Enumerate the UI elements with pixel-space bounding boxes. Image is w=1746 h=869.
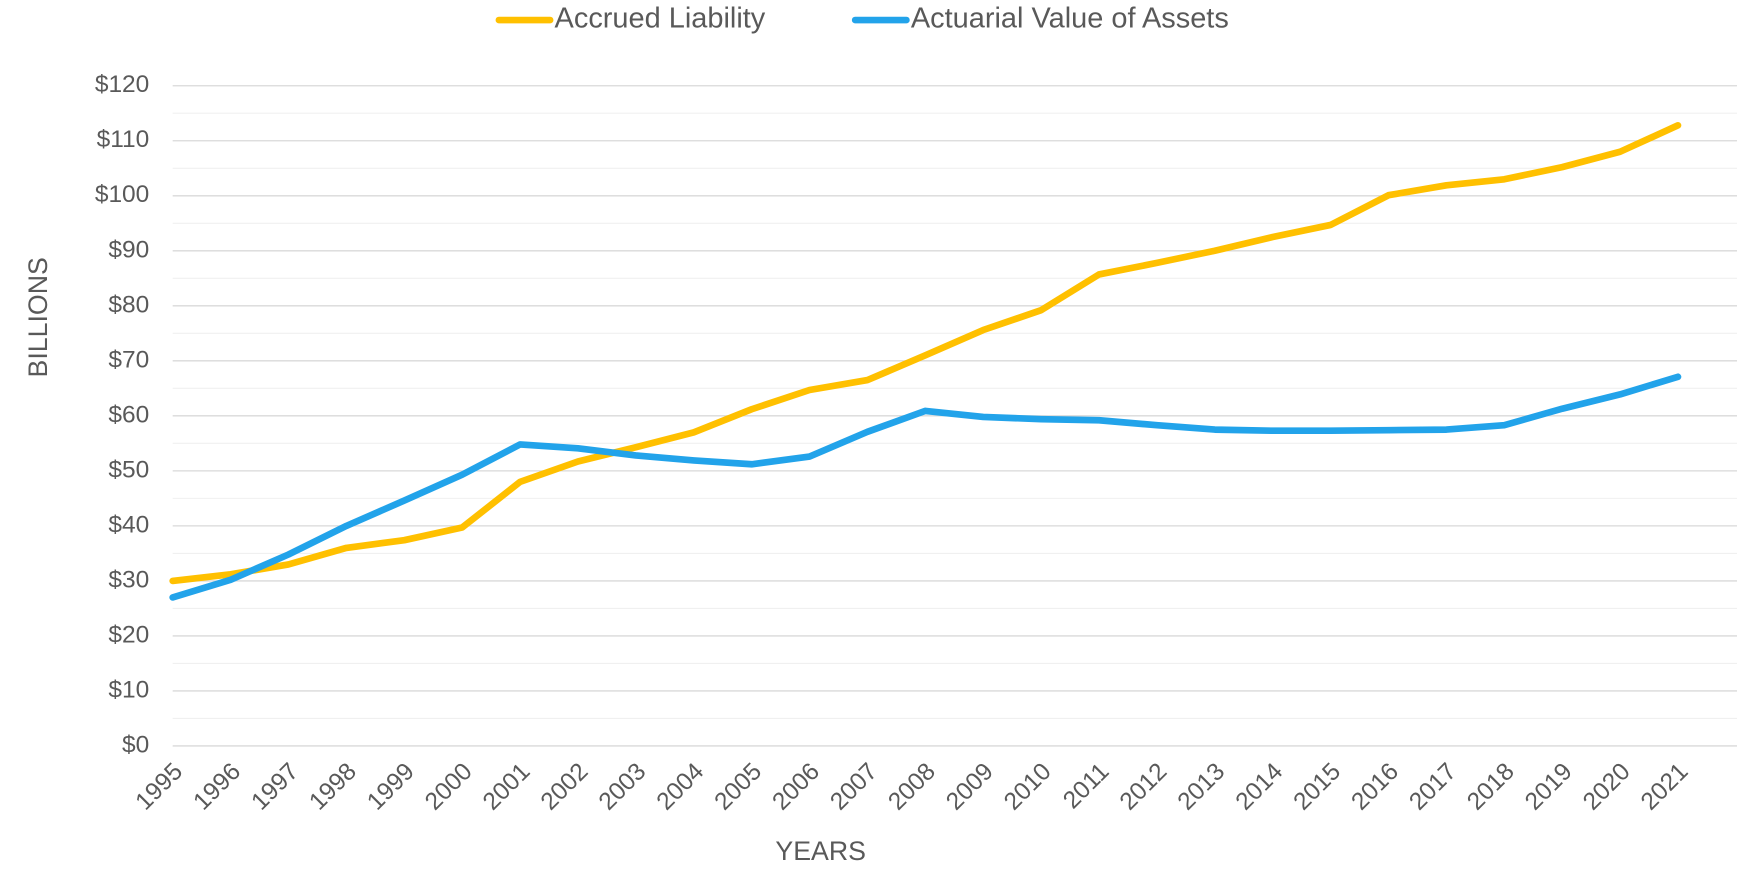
- x-tick-label: 1998: [304, 758, 362, 816]
- x-tick-label: 2018: [1462, 758, 1520, 816]
- x-tick-label: 2004: [652, 758, 710, 816]
- y-tick-label: $10: [108, 676, 149, 703]
- y-tick-label: $50: [108, 456, 149, 483]
- x-tick-label: 2008: [883, 758, 941, 816]
- y-tick-label: $90: [108, 236, 149, 263]
- x-tick-label: 2009: [941, 758, 999, 816]
- x-axis-label: YEARS: [775, 836, 866, 866]
- x-tick-label: 1996: [188, 758, 246, 816]
- legend-label: Accrued Liability: [555, 3, 766, 35]
- line-series: [169, 373, 1682, 601]
- y-axis-label: BILLIONS: [23, 257, 53, 377]
- x-tick-label: 2020: [1578, 758, 1636, 816]
- y-tick-label: $120: [95, 71, 149, 98]
- x-tick-label: 2021: [1636, 758, 1694, 816]
- y-tick-label: $100: [95, 181, 149, 208]
- x-tick-label: 1997: [246, 758, 304, 816]
- y-tick-label: $20: [108, 621, 149, 648]
- x-tick-label: 2000: [420, 758, 478, 816]
- y-tick-label: $40: [108, 511, 149, 538]
- x-tick-label: 2011: [1058, 758, 1114, 814]
- x-tick-label: 2010: [999, 758, 1057, 816]
- x-tick-label: 2013: [1173, 758, 1231, 816]
- x-tick-label: 1995: [131, 758, 189, 816]
- y-tick-label: $60: [108, 401, 149, 428]
- legend-label: Actuarial Value of Assets: [911, 3, 1229, 35]
- x-tick-label: 2019: [1520, 758, 1578, 816]
- x-tick-label: 2002: [536, 758, 594, 816]
- x-tick-label: 2003: [594, 758, 652, 816]
- y-tick-label: $110: [97, 126, 150, 153]
- x-tick-label: 2017: [1404, 758, 1462, 816]
- x-tick-label: 2014: [1231, 758, 1289, 816]
- y-tick-label: $80: [108, 291, 149, 318]
- line-series: [169, 122, 1682, 585]
- x-tick-label: 1999: [362, 758, 420, 816]
- x-tick-label: 2006: [767, 758, 825, 816]
- x-tick-label: 2001: [478, 758, 536, 816]
- x-tick-label: 2007: [825, 758, 883, 816]
- y-tick-label: $0: [122, 731, 149, 758]
- x-tick-label: 2015: [1288, 758, 1346, 816]
- x-tick-label: 2005: [710, 758, 768, 816]
- x-tick-label: 2012: [1115, 758, 1173, 816]
- y-tick-label: $30: [108, 566, 149, 593]
- x-tick-label: 2016: [1346, 758, 1404, 816]
- y-tick-label: $70: [108, 346, 149, 373]
